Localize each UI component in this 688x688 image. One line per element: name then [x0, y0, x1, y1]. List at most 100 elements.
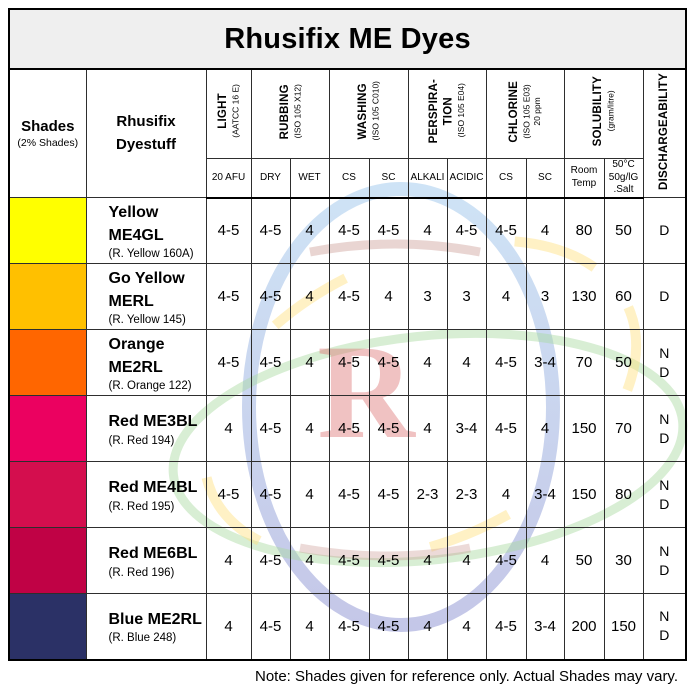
value-cell: 4-5 — [446, 197, 487, 264]
shade-swatch — [8, 593, 87, 660]
col-header-solubility: SOLUBILITY (gram/litre) — [563, 68, 644, 159]
shade-swatch — [8, 395, 87, 462]
value-cell: 4-5 — [368, 593, 409, 660]
table-row: Go Yellow MERL (R. Yellow 145) 4-5 4-5 4… — [8, 263, 687, 330]
value-cell: 4-5 — [368, 527, 409, 594]
dischargeability-cell: N D — [642, 461, 687, 528]
col-header-dischargeability: DISCHARGEABILITY — [642, 68, 687, 198]
washing-standard: (ISO 105 C010) — [370, 81, 381, 141]
dyestuff-cell: Blue ME2RL (R. Blue 248) — [85, 593, 207, 660]
subcol-50c-salt: 50°C 50g/lG .Salt — [603, 158, 644, 199]
value-cell: 3-4 — [525, 593, 565, 660]
value-cell: 4-5 — [250, 527, 291, 594]
value-cell: 4-5 — [485, 593, 527, 660]
col-header-dyestuff: Rhusifix Dyestuff — [85, 68, 207, 198]
col-header-chlorine: CHLORINE (ISO 105 E03) 20 ppm — [485, 68, 565, 159]
perspiration-standard: (ISO 105 E04) — [456, 83, 467, 139]
rubbing-standard: (ISO 105 X12) — [291, 83, 302, 139]
value-cell: 4 — [289, 461, 330, 528]
value-cell: 4 — [289, 593, 330, 660]
value-cell: 4-5 — [250, 329, 291, 396]
subcol-alkali: ALKALI — [407, 158, 448, 199]
value-cell: 4-5 — [485, 197, 527, 264]
value-cell: 4-5 — [328, 263, 370, 330]
dye-name: Yellow ME4GL — [108, 203, 164, 244]
dye-ci-reference: (R. Yellow 160A) — [108, 248, 194, 261]
footnote: Note: Shades given for reference only. A… — [254, 667, 678, 685]
dyestuff-cell: Go Yellow MERL (R. Yellow 145) — [85, 263, 207, 330]
solubility-50c-cell: 80 — [603, 461, 644, 528]
dischargeability-cell: N D — [642, 527, 687, 594]
value-cell: 4-5 — [250, 197, 291, 264]
value-cell: 3 — [407, 263, 448, 330]
shade-swatch — [8, 197, 87, 264]
value-cell: 4-5 — [368, 461, 409, 528]
dyestuff-cell: Yellow ME4GL (R. Yellow 160A) — [85, 197, 207, 264]
value-cell: 4 — [485, 263, 527, 330]
value-cell: 3 — [446, 263, 487, 330]
dye-ci-reference: (R. Red 196) — [108, 566, 175, 579]
col-header-perspiration: PERSPIRA- TION (ISO 105 E04) — [407, 68, 487, 159]
dye-ci-reference: (R. Blue 248) — [108, 632, 177, 645]
dye-name: Red ME3BL — [108, 413, 198, 431]
value-cell: 4-5 — [250, 461, 291, 528]
table-row: Red ME6BL (R. Red 196) 4 4-5 4 4-5 4-5 4… — [8, 527, 687, 594]
subcol-washing-sc: SC — [368, 158, 409, 199]
chlorine-label: CHLORINE — [508, 80, 521, 143]
value-cell: 4 — [407, 593, 448, 660]
dye-ci-reference: (R. Yellow 145) — [108, 314, 186, 327]
value-cell: 4-5 — [328, 197, 370, 264]
value-cell: 4 — [407, 197, 448, 264]
value-cell: 3-4 — [525, 329, 565, 396]
dischargeability-cell: D — [642, 197, 687, 264]
dye-table: Rhusifix ME Dyes Shades (2% Shades) Rhus… — [8, 8, 688, 661]
value-cell: 4-5 — [328, 527, 370, 594]
solubility-label: SOLUBILITY — [592, 76, 604, 147]
value-cell: 4-5 — [250, 263, 291, 330]
solubility-50c-cell: 70 — [603, 395, 644, 462]
value-cell: 4 — [289, 329, 330, 396]
subcol-room-temp: Room Temp — [563, 158, 605, 199]
shades-label: Shades — [21, 118, 75, 135]
dischargeability-cell: D — [642, 263, 687, 330]
solubility-room-cell: 50 — [563, 527, 605, 594]
value-cell: 4 — [289, 197, 330, 264]
solubility-50c-cell: 150 — [603, 593, 644, 660]
value-cell: 4-5 — [485, 329, 527, 396]
table-row: Yellow ME4GL (R. Yellow 160A) 4-5 4-5 4 … — [8, 197, 687, 264]
value-cell: 4 — [446, 593, 487, 660]
value-cell: 4 — [446, 527, 487, 594]
value-cell: 4-5 — [328, 395, 370, 462]
solubility-room-cell: 80 — [563, 197, 605, 264]
value-cell: 4 — [525, 395, 565, 462]
subcol-acidic: ACIDIC — [446, 158, 487, 199]
col-header-washing: WASHING (ISO 105 C010) — [328, 68, 409, 159]
light-standard: (AATCC 16 E) — [230, 84, 241, 138]
value-cell: 4-5 — [250, 395, 291, 462]
perspiration-label: PERSPIRA- TION — [428, 79, 455, 144]
rubbing-label: RUBBING — [278, 83, 291, 140]
dye-ci-reference: (R. Orange 122) — [108, 380, 192, 393]
subcol-chlorine-cs: CS — [485, 158, 527, 199]
value-cell: 4-5 — [205, 263, 252, 330]
solubility-50c-cell: 50 — [603, 197, 644, 264]
dye-ci-reference: (R. Red 195) — [108, 500, 175, 513]
dischargeability-label: DISCHARGEABILITY — [658, 72, 671, 190]
col-header-rubbing: RUBBING (ISO 105 X12) — [250, 68, 330, 159]
subcol-20afu: 20 AFU — [205, 158, 252, 199]
value-cell: 4 — [289, 527, 330, 594]
solubility-room-cell: 150 — [563, 461, 605, 528]
value-cell: 4-5 — [368, 329, 409, 396]
value-cell: 2-3 — [446, 461, 487, 528]
light-label: LIGHT — [217, 93, 229, 130]
value-cell: 4-5 — [205, 461, 252, 528]
dye-name: Orange ME2RL — [108, 335, 165, 376]
value-cell: 4-5 — [205, 197, 252, 264]
table-row: Blue ME2RL (R. Blue 248) 4 4-5 4 4-5 4-5… — [8, 593, 687, 660]
value-cell: 4-5 — [368, 197, 409, 264]
page-title: Rhusifix ME Dyes — [8, 8, 687, 70]
col-header-light: LIGHT (AATCC 16 E) — [205, 68, 252, 159]
value-cell: 4 — [485, 461, 527, 528]
solubility-room-cell: 70 — [563, 329, 605, 396]
